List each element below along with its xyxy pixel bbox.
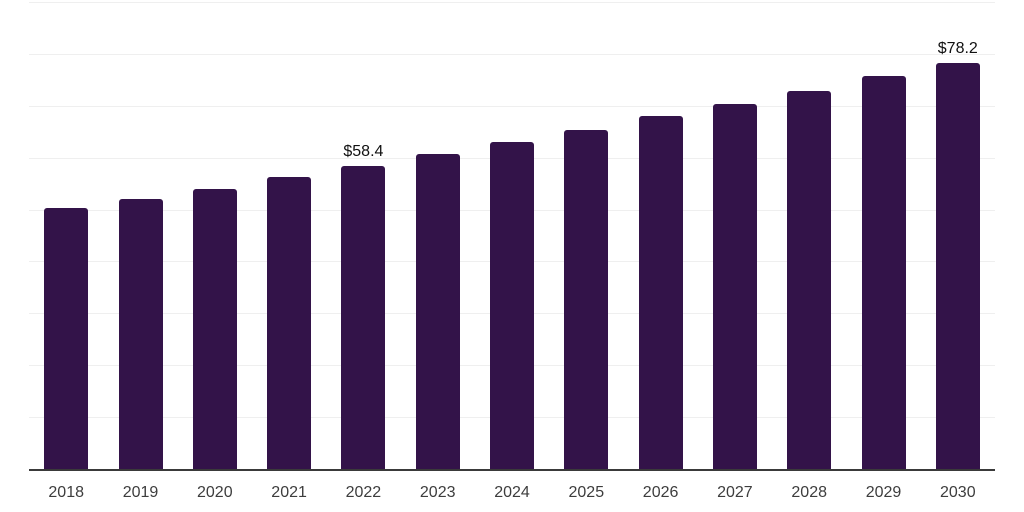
x-tick-label-2019: 2019	[122, 484, 159, 501]
x-tick-label-2026: 2026	[642, 484, 679, 501]
bar-2020	[192, 188, 237, 469]
bar-2025	[564, 130, 609, 469]
x-axis-line	[29, 469, 995, 471]
bar-2024	[490, 142, 534, 469]
bar-2028	[787, 90, 832, 469]
x-tick-label-2027: 2027	[717, 484, 753, 501]
x-tick-label-2024: 2024	[494, 484, 530, 501]
bar-2029	[861, 76, 906, 469]
bar-2027	[712, 103, 757, 469]
x-tick-label-2029: 2029	[865, 484, 902, 501]
x-tick-label-2021: 2021	[271, 484, 307, 501]
bar-2018	[44, 208, 89, 469]
x-tick-label-2028: 2028	[791, 484, 827, 501]
gridline-70	[29, 105, 995, 107]
x-tick-label-2030: 2030	[940, 484, 976, 501]
bar-2023	[415, 154, 460, 469]
x-tick-label-2018: 2018	[48, 484, 84, 501]
gridline-80	[29, 53, 995, 55]
x-tick-label-2020: 2020	[197, 484, 233, 501]
bar-2030	[935, 63, 980, 469]
x-tick-label-2023: 2023	[419, 484, 456, 501]
x-tick-label-2025: 2025	[568, 484, 605, 501]
bar-value-label-2022: $58.4	[343, 143, 384, 160]
bar-value-label-2030: $78.2	[937, 40, 978, 58]
bar-2026	[638, 116, 683, 469]
bar-2022	[341, 166, 386, 469]
gridline-90	[29, 2, 995, 3]
bar-2021	[267, 177, 312, 469]
bar-2019	[118, 198, 163, 469]
x-tick-label-2022: 2022	[345, 484, 382, 501]
